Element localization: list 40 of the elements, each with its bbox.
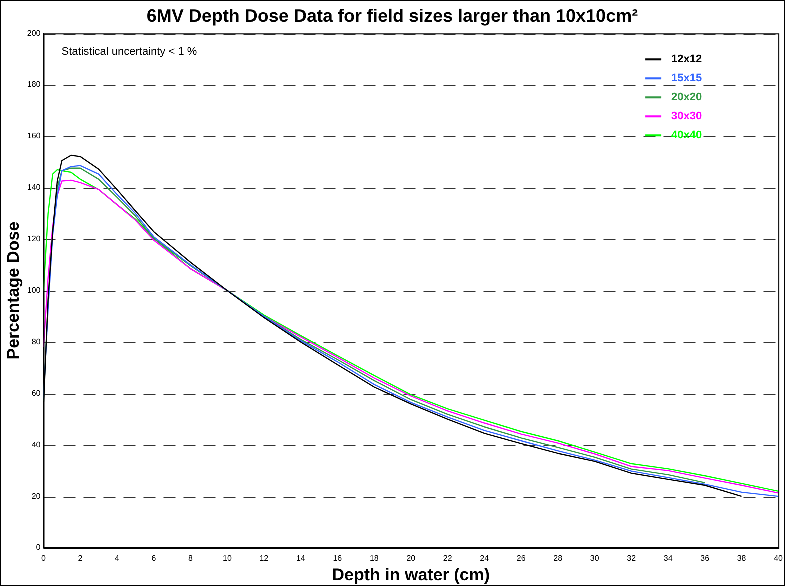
x-tick-label: 30 — [590, 554, 600, 564]
x-tick-label: 20 — [406, 554, 416, 564]
y-tick-label: 120 — [27, 234, 42, 244]
x-tick-label: 40 — [774, 554, 784, 564]
y-axis-title: Percentage Dose — [4, 222, 23, 360]
y-tick-label: 60 — [32, 388, 42, 398]
x-axis-title: Depth in water (cm) — [332, 565, 490, 584]
y-tick-label: 140 — [27, 183, 42, 192]
legend-label: 12x12 — [672, 54, 702, 66]
x-tick-label: 2 — [78, 554, 84, 564]
x-tick-label: 18 — [370, 554, 380, 564]
x-tick-label: 16 — [333, 554, 343, 564]
y-tick-label: 160 — [27, 132, 42, 141]
x-tick-label: 6 — [152, 554, 157, 564]
x-tick-label: 26 — [516, 554, 526, 564]
x-tick-label: 28 — [554, 554, 564, 564]
x-tick-label: 36 — [700, 554, 710, 564]
legend-label: 30x30 — [672, 110, 702, 123]
y-tick-label: 180 — [27, 80, 42, 90]
legend-label: 40x40 — [672, 130, 702, 142]
x-tick-label: 24 — [480, 554, 490, 564]
y-tick-label: 100 — [27, 286, 42, 296]
x-tick-label: 32 — [627, 554, 637, 564]
annotation: Statistical uncertainty < 1 % — [62, 46, 198, 58]
x-tick-label: 12 — [260, 554, 270, 564]
x-tick-label: 4 — [115, 554, 120, 564]
legend-label: 20x20 — [672, 92, 702, 104]
x-tick-label: 8 — [188, 554, 194, 564]
chart-title: 6MV Depth Dose Data for field sizes larger than 10x10cm² — [146, 6, 638, 26]
x-tick-label: 10 — [222, 554, 232, 564]
y-tick-label: 0 — [36, 543, 42, 552]
y-tick-label: 80 — [32, 337, 42, 346]
y-tick-label: 20 — [32, 492, 42, 501]
legend-label: 15x15 — [672, 72, 702, 85]
x-tick-label: 22 — [443, 554, 453, 564]
y-tick-label: 40 — [32, 440, 42, 450]
x-tick-label: 14 — [296, 554, 306, 564]
x-tick-label: 38 — [737, 554, 747, 564]
x-tick-label: 34 — [664, 554, 674, 564]
y-tick-label: 200 — [27, 28, 42, 38]
